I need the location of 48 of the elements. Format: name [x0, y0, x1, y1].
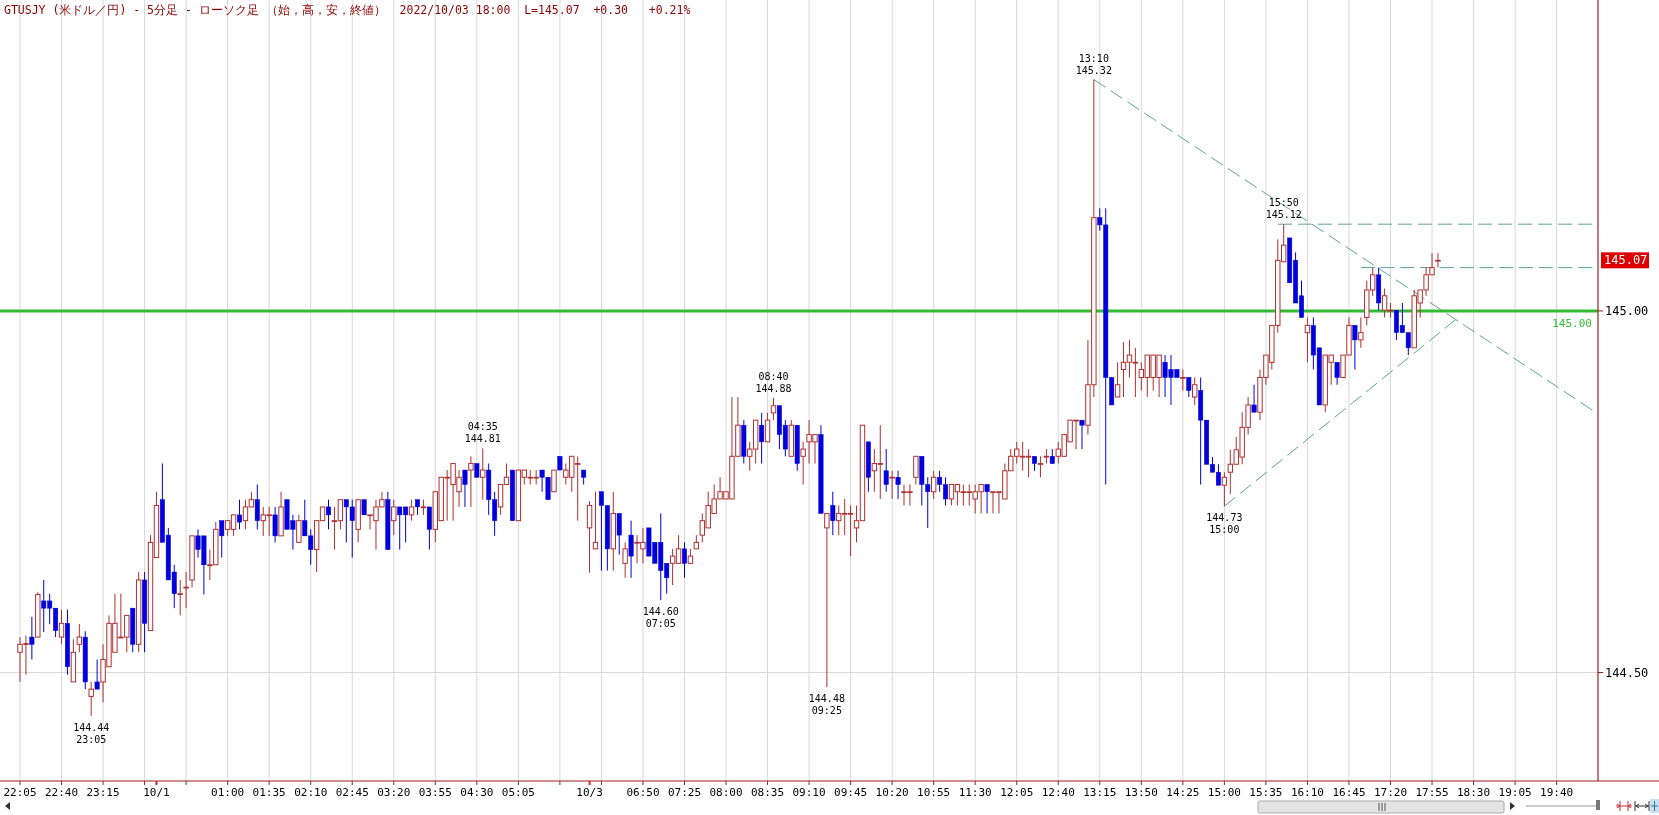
x-tick-label: 05:05 — [501, 786, 535, 799]
x-tick-label: 17:20 — [1373, 786, 1408, 799]
annotation: 144.73 15:00 — [1206, 512, 1243, 536]
annotation: 144.60 07:05 — [642, 606, 679, 630]
annotation: 144.48 09:25 — [808, 692, 845, 716]
x-tick-label: 15:00 — [1207, 786, 1241, 799]
x-tick-label: 03:55 — [418, 786, 452, 799]
x-tick-label: 19:05 — [1498, 786, 1532, 799]
x-tick-label: 01:00 — [211, 786, 245, 799]
x-tick-label: 09:10 — [792, 786, 826, 799]
x-tick-label: 04:30 — [460, 786, 494, 799]
x-tick-label: 07:25 — [667, 786, 702, 799]
x-tick-label: 14:25 — [1166, 786, 1200, 799]
x-tick-label: 03:20 — [377, 786, 411, 799]
x-tick-label: 16:10 — [1290, 786, 1324, 799]
x-tick-label: 12:05 — [1000, 786, 1034, 799]
x-tick-label: 08:35 — [750, 786, 785, 799]
x-tick-label: 13:50 — [1124, 786, 1158, 799]
x-tick-label: 11:30 — [958, 786, 992, 799]
x-tick-label: 02:10 — [294, 786, 328, 799]
x-tick-label: 10:20 — [875, 786, 909, 799]
x-tick-label: 16:45 — [1332, 786, 1366, 799]
x-tick-label: 01:35 — [252, 786, 286, 799]
annotation: 08:40 144.88 — [755, 370, 792, 394]
x-tick-label: 08:00 — [709, 786, 743, 799]
x-tick-label: 02:45 — [335, 786, 369, 799]
annotation: 13:10 145.32 — [1075, 52, 1112, 76]
ref-line-label: 145.00 — [1552, 316, 1592, 330]
x-tick-label: 12:40 — [1041, 786, 1075, 799]
annotation: 144.44 23:05 — [73, 721, 110, 745]
x-tick-label: 17:55 — [1415, 786, 1449, 799]
x-tick-label: 10:55 — [917, 786, 951, 799]
x-tick-label: 09:45 — [834, 786, 868, 799]
x-tick-label: 23:15 — [86, 786, 120, 799]
x-tick-label: 13:15 — [1083, 786, 1117, 799]
chart-title: GTUSJY (米ドル／円) - 5分足 - ローソク足 （始，高，安，終値） 2022/10/03 18:00 L=145.07 +0.30 +0.21% — [4, 3, 691, 17]
x-tick-label: 10/1 — [143, 786, 170, 799]
x-tick-label: 22:40 — [44, 786, 79, 799]
x-tick-label: 06:50 — [626, 786, 660, 799]
x-tick-label: 18:30 — [1457, 786, 1491, 799]
x-tick-label: 22:05 — [3, 786, 37, 799]
x-tick-label: 19:40 — [1540, 786, 1574, 799]
text: 145.07 — [1604, 253, 1648, 268]
y-tick-label: 144.50 — [1605, 665, 1649, 680]
x-tick-label: 15:35 — [1249, 786, 1283, 799]
x-tick-label: 10/3 — [576, 786, 603, 799]
annotation: 15:50 145.12 — [1265, 197, 1302, 221]
annotation: 04:35 144.81 — [464, 421, 501, 445]
